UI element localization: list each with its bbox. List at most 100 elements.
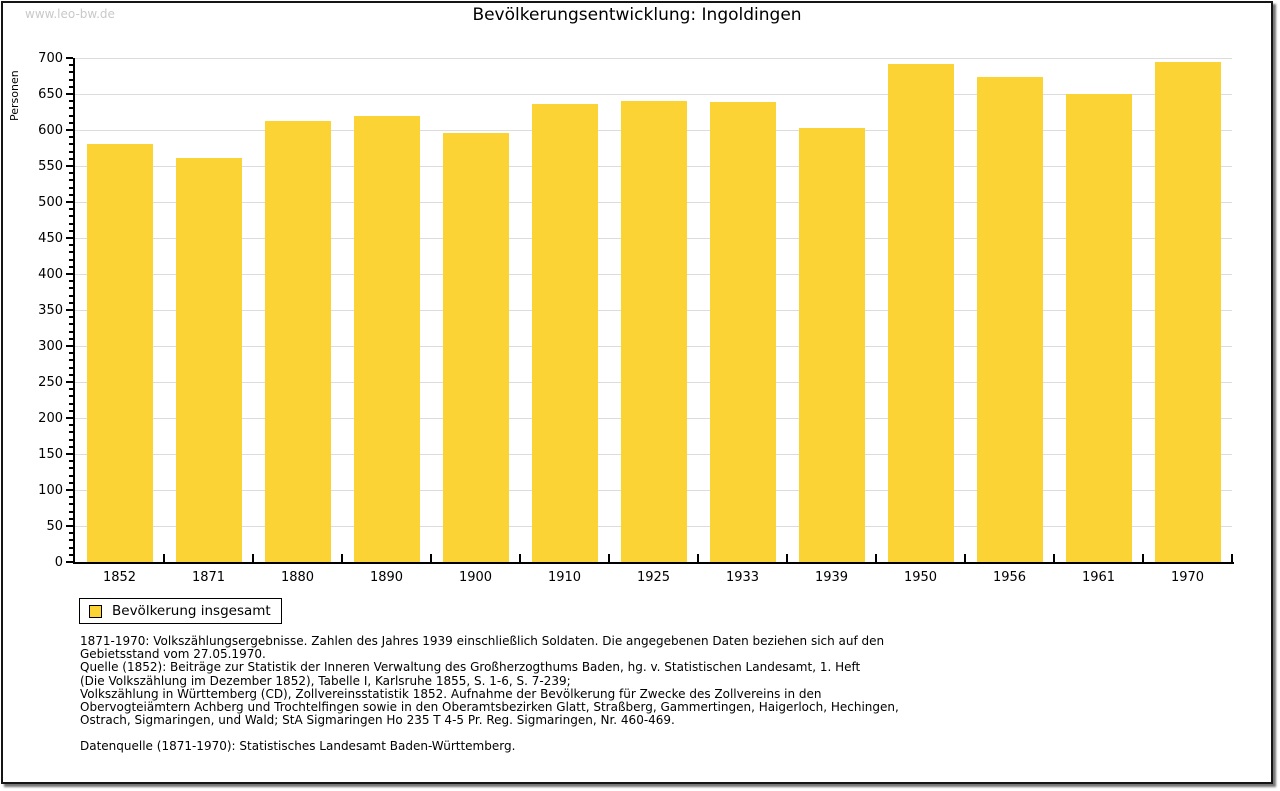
y-minor-tick-610: [69, 121, 73, 124]
y-minor-tick-490: [69, 208, 73, 211]
y-minor-tick-330: [69, 323, 73, 326]
y-minor-tick-40: [69, 532, 73, 535]
y-minor-tick-310: [69, 337, 73, 340]
y-minor-tick-540: [69, 172, 73, 175]
x-tick-8: [786, 554, 788, 562]
y-axis-label-300: 300: [38, 339, 63, 354]
bar-1871: [175, 158, 242, 562]
bar-1950: [887, 63, 954, 562]
x-axis-label-1933: 1933: [725, 570, 760, 585]
y-minor-tick-570: [69, 150, 73, 153]
y-minor-tick-410: [69, 265, 73, 268]
y-minor-tick-420: [69, 258, 73, 261]
x-tick-1: [163, 554, 165, 562]
y-minor-tick-260: [69, 373, 73, 376]
bar-1956: [976, 76, 1043, 562]
y-axis-line: [73, 58, 75, 564]
y-minor-tick-430: [69, 251, 73, 254]
y-major-tick-700: [66, 57, 73, 59]
y-major-tick-200: [66, 417, 73, 419]
legend-label: Bevölkerung insgesamt: [112, 603, 271, 619]
bar-1933: [709, 101, 776, 562]
y-major-tick-650: [66, 93, 73, 95]
footnote-line: (Die Volkszählung im Dezember 1852), Tab…: [80, 673, 571, 688]
y-major-tick-250: [66, 381, 73, 383]
y-minor-tick-210: [69, 409, 73, 412]
legend-box: Bevölkerung insgesamt: [79, 598, 282, 624]
x-tick-9: [875, 554, 877, 562]
y-axis-label-100: 100: [38, 483, 63, 498]
y-minor-tick-370: [69, 294, 73, 297]
footnote-line: 1871-1970: Volkszählungsergebnisse. Zahl…: [80, 634, 885, 648]
y-minor-tick-290: [69, 352, 73, 355]
x-tick-6: [608, 554, 610, 562]
y-minor-tick-70: [69, 510, 73, 513]
x-axis-label-1950: 1950: [903, 570, 938, 585]
y-minor-tick-240: [69, 388, 73, 391]
x-tick-13: [1231, 554, 1233, 562]
y-minor-tick-170: [69, 438, 73, 441]
x-tick-11: [1053, 554, 1055, 562]
y-axis-label-500: 500: [38, 195, 63, 210]
x-axis-label-1956: 1956: [992, 570, 1027, 585]
bar-1910: [531, 104, 598, 562]
y-minor-tick-180: [69, 431, 73, 434]
y-minor-tick-480: [69, 215, 73, 218]
y-minor-tick-690: [69, 64, 73, 67]
footnote-line: Gebietsstand vom 27.05.1970.: [80, 647, 266, 662]
y-major-tick-400: [66, 273, 73, 275]
y-minor-tick-230: [69, 395, 73, 398]
x-axis-line: [73, 562, 1234, 564]
page-title: Bevölkerungsentwicklung: Ingoldingen: [472, 5, 802, 25]
footnote-line: Ostrach, Sigmaringen, und Wald; StA Sigm…: [80, 713, 675, 728]
footnote-line: Obervogteiämtern Achberg und Trochtelfin…: [80, 700, 899, 715]
chart-plot-area: 0 50 100 150 200 250 300 350 400 450 500 550 600 650 7…: [38, 52, 1233, 585]
y-axis-label-0: 0: [54, 555, 63, 570]
y-minor-tick-340: [69, 316, 73, 319]
y-axis-label-150: 150: [38, 447, 63, 462]
bar-1961: [1065, 94, 1132, 562]
bar-1880: [264, 121, 331, 562]
x-axis-label-1852: 1852: [102, 570, 137, 585]
y-minor-tick-130: [69, 467, 73, 470]
x-tick-2: [252, 554, 254, 562]
gridline-y-650: [75, 94, 1232, 95]
y-minor-tick-220: [69, 402, 73, 405]
gridline-y-700: [75, 58, 1232, 59]
y-minor-tick-120: [69, 474, 73, 477]
y-minor-tick-580: [69, 143, 73, 146]
y-minor-tick-510: [69, 193, 73, 196]
x-tick-4: [430, 554, 432, 562]
y-axis-label-50: 50: [46, 519, 63, 534]
y-major-tick-50: [66, 525, 73, 527]
datasource-line: Datenquelle (1871-1970): Statistisches L…: [80, 739, 516, 754]
x-axis-label-1900: 1900: [458, 570, 493, 585]
y-minor-tick-80: [69, 503, 73, 506]
legend-swatch-icon: [89, 604, 102, 618]
x-tick-10: [964, 554, 966, 562]
y-minor-tick-20: [69, 546, 73, 549]
x-axis-label-1939: 1939: [814, 570, 849, 585]
bar-1939: [798, 127, 865, 562]
y-minor-tick-680: [69, 71, 73, 74]
x-tick-3: [341, 554, 343, 562]
y-minor-tick-190: [69, 424, 73, 427]
y-major-tick-600: [66, 129, 73, 131]
y-major-tick-350: [66, 309, 73, 311]
y-minor-tick-590: [69, 136, 73, 139]
y-axis-label-450: 450: [38, 231, 63, 246]
y-major-tick-100: [66, 489, 73, 491]
y-minor-tick-320: [69, 330, 73, 333]
watermark: www.leo-bw.de: [25, 7, 115, 21]
footnote-line: Volkszählung in Württemberg (CD), Zollve…: [80, 686, 822, 701]
x-tick-7: [697, 554, 699, 562]
y-minor-tick-620: [69, 114, 73, 117]
x-axis-label-1961: 1961: [1081, 570, 1116, 585]
y-minor-tick-90: [69, 496, 73, 499]
y-minor-tick-10: [69, 553, 73, 556]
y-minor-tick-470: [69, 222, 73, 225]
y-minor-tick-280: [69, 359, 73, 362]
bar-1900: [442, 132, 509, 562]
y-minor-tick-30: [69, 539, 73, 542]
